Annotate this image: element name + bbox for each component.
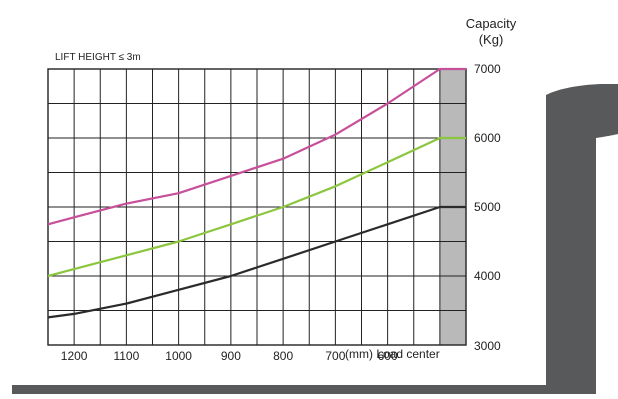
x-tick-label: 800	[273, 349, 293, 363]
capacity-curve-3	[47, 205, 466, 319]
capacity-curve-1	[47, 67, 466, 226]
x-axis-label: (mm) Load center	[345, 347, 440, 361]
x-tick-label: 1000	[165, 349, 192, 363]
y-axis-label-line2: (Kg)	[479, 32, 504, 47]
y-tick-label: 6000	[474, 131, 501, 145]
y-tick-labels: 3000 4000 5000 6000 7000	[474, 62, 501, 353]
x-tick-label: 600	[378, 349, 398, 363]
x-tick-label: 1200	[61, 349, 88, 363]
y-tick-label: 3000	[474, 339, 501, 353]
fork-cutout	[12, 370, 540, 380]
x-tick-label: 900	[221, 349, 241, 363]
x-tick-labels: 1200 1100 1000 900 800 700 600	[61, 349, 398, 363]
chart-title: LIFT HEIGHT ≤ 3m	[55, 52, 141, 63]
y-tick-label: 7000	[474, 62, 501, 76]
capacity-curves	[47, 67, 466, 319]
fork-notch	[596, 134, 618, 394]
x-tick-label: 700	[325, 349, 345, 363]
y-tick-label: 4000	[474, 269, 501, 283]
y-axis-label-line1: Capacity	[466, 16, 517, 31]
forklift-fork-icon	[12, 84, 618, 394]
x-tick-label: 1100	[113, 349, 139, 363]
y-tick-label: 5000	[474, 200, 501, 214]
capacity-curve-2	[47, 136, 466, 278]
